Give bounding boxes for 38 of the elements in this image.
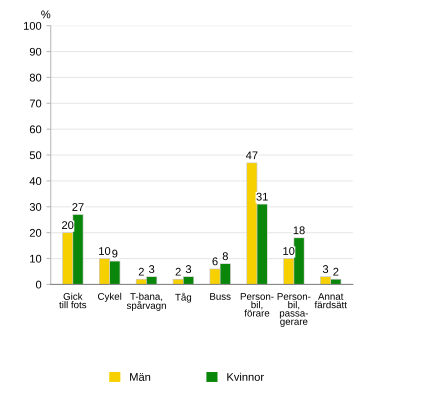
legend-label: Kvinnor	[227, 372, 264, 381]
x-tick-label: Person- bil, förare	[240, 293, 274, 317]
data-label: 10	[283, 247, 294, 255]
y-tick-label: 40	[30, 177, 42, 186]
data-label: 2	[333, 268, 338, 276]
data-label: 3	[322, 265, 328, 274]
data-label: 3	[148, 265, 154, 274]
y-tick-label: 100	[24, 22, 42, 30]
y-tick-label: 80	[30, 74, 42, 82]
x-tick-label: Cykel	[98, 292, 122, 302]
legend-label: Män	[130, 373, 150, 381]
y-tick-label: 20	[30, 228, 42, 237]
data-label: 31	[256, 192, 268, 201]
data-label: 3	[186, 265, 192, 274]
data-label: 47	[246, 151, 258, 160]
data-label: 2	[176, 268, 181, 276]
x-tick-label: Tåg	[175, 292, 192, 303]
y-tick-label: 60	[30, 125, 42, 134]
x-tick-label: T-bana, spårvagn	[126, 292, 166, 311]
x-tick-label: Person- bil, passa- gerare	[278, 293, 310, 327]
y-tick-label: 50	[30, 151, 42, 160]
y-axis-title: %	[41, 10, 50, 18]
y-tick-label: 10	[30, 254, 42, 263]
data-label: 6	[212, 257, 218, 266]
data-label: 18	[294, 226, 305, 234]
x-tick-label: Buss	[210, 293, 231, 300]
y-tick-label: 30	[30, 203, 42, 211]
data-label: 20	[62, 221, 74, 230]
data-label: 2	[138, 268, 144, 276]
x-tick-label: Gick till fots	[59, 292, 86, 308]
x-tick-label: Annat färdsätt	[314, 293, 347, 308]
data-label: 10	[99, 247, 110, 255]
y-tick-label: 90	[30, 48, 42, 56]
y-tick-label: 0	[36, 280, 42, 289]
data-label: 8	[222, 252, 228, 260]
data-label: 9	[112, 250, 118, 258]
data-label: 27	[72, 203, 84, 211]
y-tick-label: 70	[30, 100, 42, 108]
